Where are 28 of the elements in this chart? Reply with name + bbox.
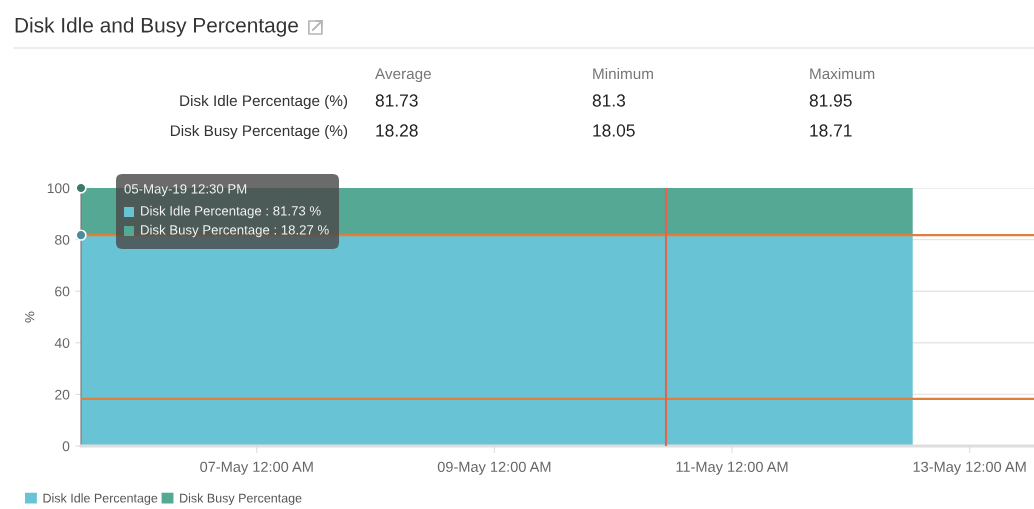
y-tick-label: 0 [62, 441, 70, 452]
x-tick-label: 11-May 12:00 AM [676, 461, 788, 475]
text: 18.71 [810, 124, 852, 137]
annotation: 05-May-19 12:30 PM [124, 184, 247, 197]
category-label: Average [375, 68, 431, 83]
x-tick-label: 09-May 12:00 AM [437, 461, 551, 475]
annotation: Disk Idle Percentage : 81.73 % [141, 205, 321, 219]
category-label: Disk Idle Percentage (%) [180, 94, 348, 110]
y-axis-title: % [25, 311, 35, 323]
x-tick-label: 13-May 12:00 AM [913, 461, 1026, 475]
x-tick-label: 07-May 12:00 AM [200, 461, 313, 475]
y-tick-label: 40 [54, 338, 70, 348]
category-label: Minimum [593, 67, 653, 80]
text: 81.95 [809, 94, 852, 107]
y-tick-label: 20 [55, 389, 70, 400]
category-label: Disk Busy Percentage (%) [170, 124, 348, 140]
y-tick-label: 80 [55, 234, 70, 245]
legend-label: Disk Busy Percentage [180, 493, 302, 505]
category-label: Maximum [810, 67, 875, 80]
annotation: Disk Busy Percentage : 18.27 % [141, 224, 329, 238]
y-tick-label: 100 [47, 183, 70, 194]
legend-label: Disk Idle Percentage [43, 493, 158, 505]
text: 18.05 [593, 124, 635, 137]
text: 81.3 [592, 94, 626, 107]
y-tick-label: 60 [55, 286, 70, 297]
text: Disk Idle and Busy Percentage [15, 17, 298, 37]
text: 81.73 [375, 94, 418, 107]
text: 18.28 [376, 124, 418, 137]
